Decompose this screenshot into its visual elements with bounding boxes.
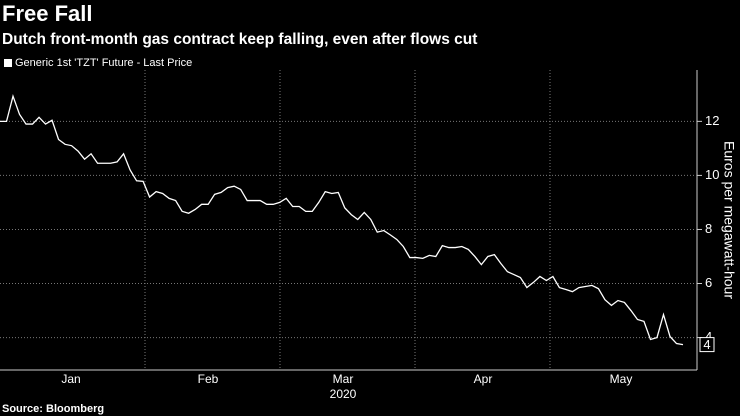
x-tick-label: Apr — [474, 372, 493, 386]
chart-subtitle: Dutch front-month gas contract keep fall… — [2, 31, 477, 48]
y-tick-label: 10 — [705, 167, 719, 182]
y-tick-label: 6 — [705, 275, 712, 290]
y-tick-label: 8 — [705, 221, 712, 236]
chart-title: Free Fall — [2, 1, 92, 26]
last-price-box — [699, 337, 715, 353]
source: Source: Bloomberg — [2, 403, 104, 415]
x-year-label: 2020 — [330, 387, 357, 401]
x-tick-label: Feb — [198, 372, 219, 386]
x-tick-label: Mar — [333, 372, 354, 386]
last-price-label: 4 — [703, 337, 710, 352]
x-tick-label: Jan — [61, 372, 80, 386]
legend-label: Generic 1st 'TZT' Future - Last Price — [15, 57, 192, 69]
x-tick-label: May — [610, 372, 633, 386]
y-tick-label: 4 — [705, 329, 712, 344]
y-tick-label: 12 — [705, 113, 719, 128]
price-line — [0, 94, 684, 346]
legend-swatch — [4, 59, 12, 67]
y-axis-label: Euros per megawatt-hour — [721, 141, 737, 299]
